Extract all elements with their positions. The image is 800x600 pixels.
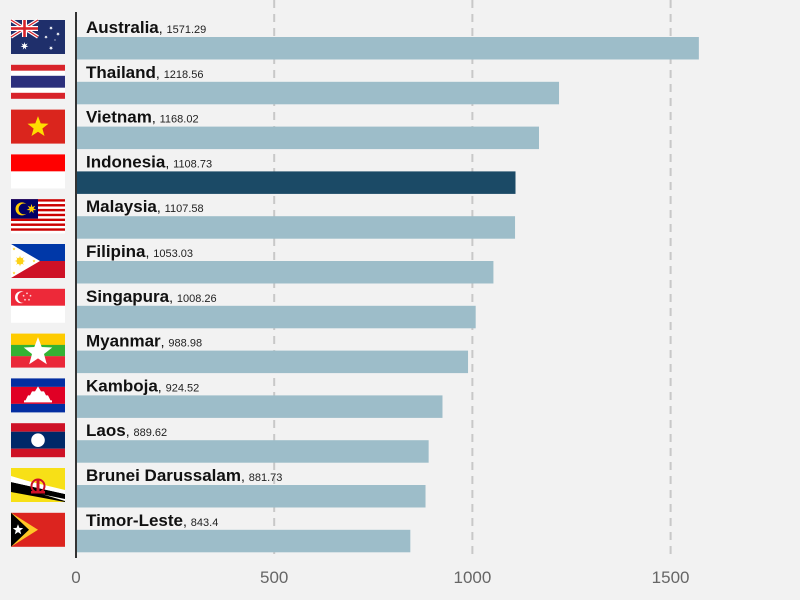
value-label: 924.52 <box>166 382 200 394</box>
category-label: Timor-Leste <box>86 511 183 530</box>
bars <box>77 37 699 553</box>
category-label: Kamboja <box>86 376 158 395</box>
value-label: 1108.73 <box>173 158 212 170</box>
x-tick-label: 500 <box>260 568 288 587</box>
bar-timor-leste <box>77 529 411 553</box>
bar-vietnam <box>77 126 540 150</box>
bar-singapura <box>77 305 476 329</box>
category-label: Malaysia <box>86 197 157 216</box>
brunei-flag-icon <box>11 468 65 502</box>
label-separator: , <box>165 154 173 170</box>
bar-myanmar <box>77 350 469 374</box>
value-label: 1571.29 <box>167 24 207 36</box>
label-separator: , <box>126 423 134 439</box>
value-label: 1218.56 <box>164 69 204 81</box>
x-axis-ticks: 0 500 1000 1500 <box>71 568 689 587</box>
category-label: Singapura <box>86 287 170 306</box>
bar-label-filipina: Filipina, 1053.03 <box>86 242 193 261</box>
cambodia-flag-icon <box>11 378 65 413</box>
timor-leste-flag-icon <box>11 512 65 547</box>
bar-labels: Australia, 1571.29 Thailand, 1218.56 Vietn… <box>86 18 282 530</box>
gridlines <box>273 0 672 558</box>
label-separator: , <box>152 110 160 126</box>
bar-malaysia <box>77 216 516 239</box>
vietnam-flag-icon <box>11 109 65 144</box>
bar-laos <box>77 440 429 463</box>
value-label: 843.4 <box>191 517 219 529</box>
label-separator: , <box>169 289 177 305</box>
bar-label-laos: Laos, 889.62 <box>86 421 167 440</box>
bar-label-vietnam: Vietnam, 1168.02 <box>86 108 199 127</box>
bar-label-kamboja: Kamboja, 924.52 <box>86 376 199 395</box>
flag-icons <box>10 18 65 547</box>
category-label: Indonesia <box>86 152 166 171</box>
bar-filipina <box>77 261 494 284</box>
bar-indonesia <box>77 171 516 194</box>
category-label: Australia <box>86 18 159 37</box>
value-label: 1107.58 <box>165 203 204 215</box>
bar-label-timor-leste: Timor-Leste, 843.4 <box>86 511 218 530</box>
label-separator: , <box>183 513 191 529</box>
bar-thailand <box>77 81 560 105</box>
value-label: 988.98 <box>168 338 202 350</box>
value-label: 881.73 <box>249 472 283 484</box>
bar-label-thailand: Thailand, 1218.56 <box>86 63 203 82</box>
x-tick-label: 1500 <box>652 568 690 587</box>
label-separator: , <box>161 334 169 350</box>
malaysia-flag-icon <box>11 199 65 234</box>
bar-label-indonesia: Indonesia, 1108.73 <box>86 152 212 171</box>
thailand-flag-icon <box>11 64 65 99</box>
value-label: 1008.26 <box>177 293 217 305</box>
bar-label-malaysia: Malaysia, 1107.58 <box>86 197 204 216</box>
bar-australia <box>77 37 699 60</box>
laos-flag-icon <box>11 423 65 458</box>
bar-label-australia: Australia, 1571.29 <box>86 18 206 37</box>
x-tick-label: 1000 <box>453 568 491 587</box>
bar-kamboja <box>77 395 443 418</box>
category-label: Filipina <box>86 242 146 261</box>
value-label: 1053.03 <box>153 248 193 260</box>
category-label: Thailand <box>86 63 156 82</box>
label-separator: , <box>158 378 166 394</box>
category-label: Laos <box>86 421 126 440</box>
value-label: 1168.02 <box>160 114 199 126</box>
label-separator: , <box>146 244 154 260</box>
singapore-flag-icon <box>11 288 65 323</box>
label-separator: , <box>159 20 167 36</box>
bar-label-singapura: Singapura, 1008.26 <box>86 287 217 306</box>
category-label: Brunei Darussalam <box>86 466 241 485</box>
label-separator: , <box>241 468 249 484</box>
bar-label-brunei-darussalam: Brunei Darussalam, 881.73 <box>86 466 282 485</box>
category-label: Myanmar <box>86 332 161 351</box>
bar-label-myanmar: Myanmar, 988.98 <box>86 332 202 351</box>
myanmar-flag-icon <box>11 333 65 368</box>
philippines-flag-icon <box>11 244 65 278</box>
indonesia-flag-icon <box>11 154 65 189</box>
x-tick-label: 0 <box>71 568 80 587</box>
label-separator: , <box>157 199 165 215</box>
value-label: 889.62 <box>133 427 167 439</box>
bar-brunei-darussalam <box>77 485 426 508</box>
category-label: Vietnam <box>86 108 152 127</box>
australia-flag-icon <box>10 18 65 54</box>
label-separator: , <box>156 65 164 81</box>
